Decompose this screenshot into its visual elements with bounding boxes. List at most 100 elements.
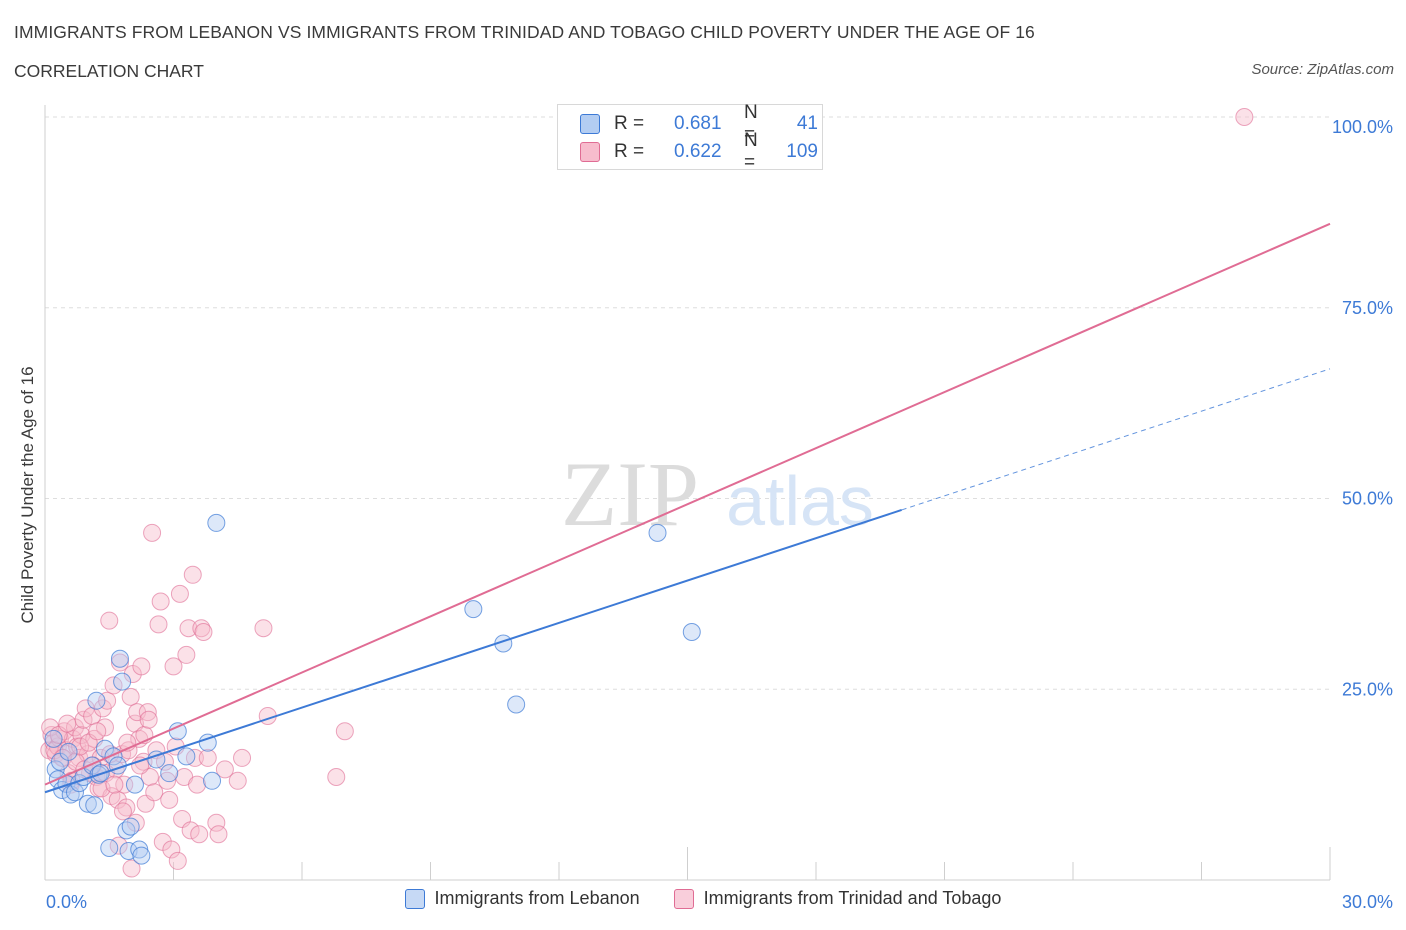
- point-trinidad: [121, 687, 140, 706]
- point-lebanon: [100, 838, 119, 857]
- point-trinidad: [168, 851, 187, 870]
- point-lebanon: [160, 764, 179, 783]
- point-trinidad: [183, 565, 202, 584]
- point-lebanon: [125, 775, 144, 794]
- point-lebanon: [507, 695, 526, 714]
- trend-lines: [44, 222, 1331, 794]
- watermark: ZIP atlas: [561, 443, 874, 545]
- stats-n-value: 41: [796, 113, 818, 134]
- point-trinidad: [188, 775, 207, 794]
- legend-label-trinidad: Immigrants from Trinidad and Tobago: [703, 888, 1002, 908]
- point-trinidad: [198, 748, 217, 767]
- point-trinidad: [164, 657, 183, 676]
- point-trinidad: [149, 615, 168, 634]
- y-tick-label: 50.0%: [1342, 489, 1393, 509]
- stats-row-trinidad: R = 0.622 N = 109: [580, 130, 818, 173]
- point-lebanon: [110, 649, 129, 668]
- watermark-atlas: atlas: [726, 462, 874, 540]
- point-trinidad: [143, 523, 162, 542]
- point-lebanon: [198, 733, 217, 752]
- point-trinidad: [233, 748, 252, 767]
- point-trinidad: [138, 703, 157, 722]
- point-trinidad: [190, 825, 209, 844]
- point-trinidad: [122, 859, 141, 878]
- point-lebanon: [59, 742, 78, 761]
- point-trinidad: [335, 722, 354, 741]
- point-trinidad: [162, 840, 181, 859]
- stats-n-value: 109: [786, 141, 818, 162]
- trendline-lebanon: [44, 508, 902, 794]
- point-trinidad: [209, 825, 228, 844]
- y-tick-label: 25.0%: [1342, 679, 1393, 699]
- y-tick-label: 75.0%: [1342, 298, 1393, 318]
- point-lebanon: [44, 729, 63, 748]
- point-lebanon: [177, 747, 196, 766]
- point-lebanon: [682, 623, 701, 642]
- point-trinidad: [158, 771, 177, 790]
- point-trinidad: [207, 813, 226, 832]
- point-trinidad: [115, 775, 134, 794]
- gridlines: [45, 116, 1330, 690]
- series-lebanon-points: [44, 513, 701, 865]
- chart-subtitle: CORRELATION CHART: [14, 61, 204, 81]
- point-lebanon: [203, 771, 222, 790]
- point-trinidad: [254, 619, 273, 638]
- point-trinidad: [104, 676, 123, 695]
- point-trinidad: [1235, 108, 1254, 126]
- point-lebanon: [78, 794, 97, 813]
- chart-legend: Immigrants from Lebanon Immigrants from …: [0, 888, 1406, 909]
- stats-n-label: N =: [744, 102, 758, 145]
- point-trinidad: [88, 722, 107, 741]
- point-trinidad: [228, 771, 247, 790]
- legend-item-trinidad: Immigrants from Trinidad and Tobago: [673, 888, 1002, 909]
- point-trinidad: [194, 623, 213, 642]
- stats-row-lebanon: R = 0.681 N = 41: [580, 102, 818, 145]
- point-trinidad: [215, 760, 234, 779]
- point-lebanon: [464, 600, 483, 619]
- tick-labels: 25.0% 50.0% 75.0% 100.0% 0.0% 30.0%: [46, 117, 1393, 912]
- point-lebanon: [207, 513, 226, 532]
- chart-title: IMMIGRANTS FROM LEBANON VS IMMIGRANTS FR…: [14, 22, 1035, 42]
- source-label: Source: ZipAtlas.com: [1251, 61, 1394, 78]
- point-trinidad: [179, 619, 198, 638]
- point-trinidad: [327, 767, 346, 786]
- watermark-zip: ZIP: [561, 443, 699, 545]
- point-lebanon: [65, 783, 84, 802]
- point-trinidad: [110, 653, 129, 672]
- legend-swatch-trinidad: [673, 888, 694, 909]
- legend-label-lebanon: Immigrants from Lebanon: [434, 888, 640, 908]
- stats-n-label: N =: [744, 130, 758, 173]
- legend-swatch-lebanon: [404, 888, 425, 909]
- point-trinidad: [100, 611, 119, 630]
- x-tick-label-max: 30.0%: [1342, 892, 1393, 912]
- point-trinidad: [181, 821, 200, 840]
- point-lebanon: [87, 691, 106, 710]
- point-lebanon: [85, 796, 104, 815]
- point-trinidad: [160, 790, 179, 809]
- point-trinidad: [113, 802, 132, 821]
- point-lebanon: [132, 846, 151, 865]
- stats-r-label: R =: [614, 141, 645, 162]
- point-lebanon: [168, 722, 187, 741]
- point-trinidad: [145, 783, 164, 802]
- point-lebanon: [121, 817, 140, 836]
- legend-item-lebanon: Immigrants from Lebanon: [404, 888, 640, 909]
- stats-swatch-lebanon: [580, 114, 600, 134]
- stats-swatch-trinidad: [580, 142, 600, 162]
- point-lebanon: [648, 523, 667, 542]
- point-trinidad: [105, 775, 124, 794]
- trendline-lebanon-extension: [901, 368, 1331, 511]
- point-trinidad: [58, 714, 77, 733]
- stats-r-value: 0.622: [674, 141, 722, 162]
- stats-r-value: 0.681: [674, 113, 722, 134]
- point-trinidad: [140, 767, 159, 786]
- trendline-trinidad: [44, 222, 1331, 786]
- point-trinidad: [132, 657, 151, 676]
- axes: [44, 105, 1331, 881]
- stats-legend: R = 0.681 N = 41 R = 0.622 N = 109: [557, 102, 823, 173]
- point-lebanon: [113, 672, 132, 691]
- x-tick-label-min: 0.0%: [46, 892, 87, 912]
- point-trinidad: [71, 737, 90, 756]
- point-trinidad: [98, 691, 117, 710]
